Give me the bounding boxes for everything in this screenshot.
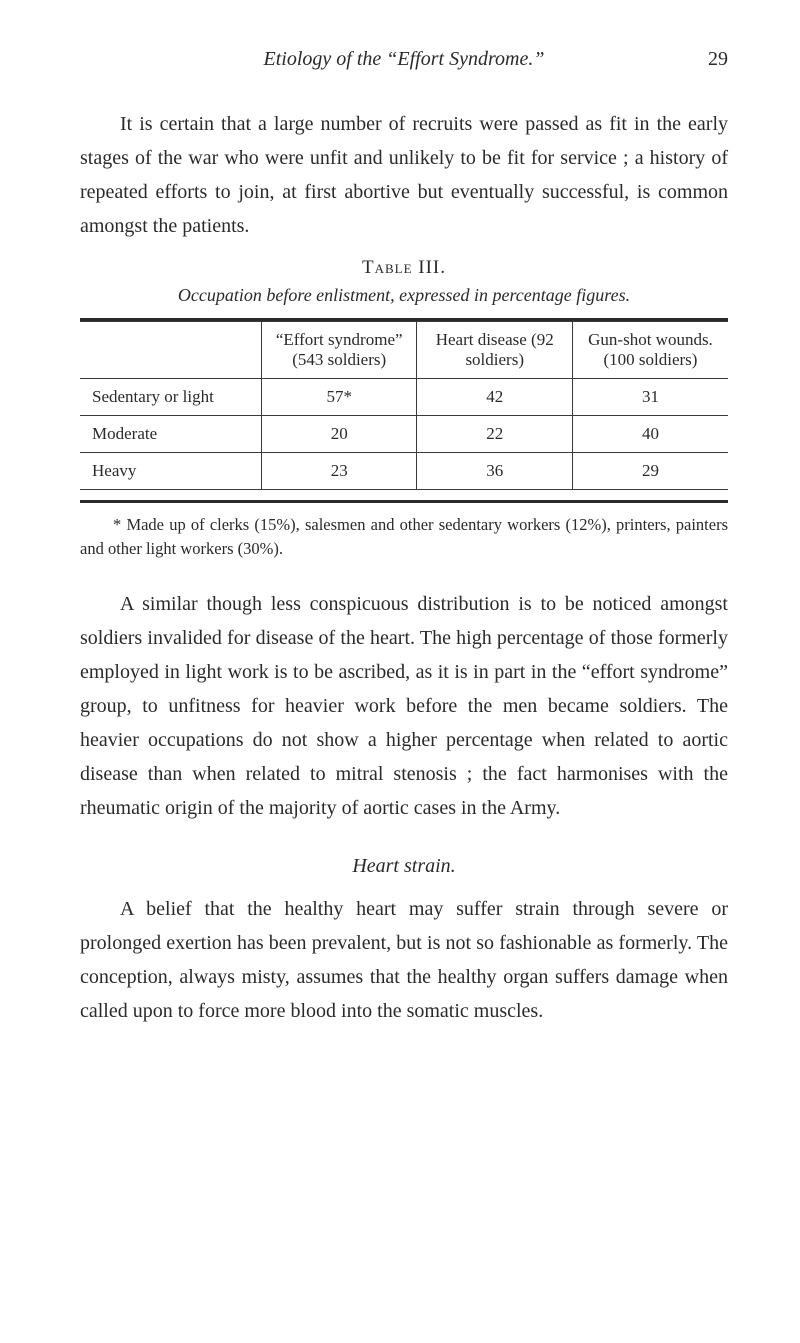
cell: 20 (261, 416, 417, 453)
cell: 42 (417, 379, 573, 416)
cell: 29 (572, 453, 728, 490)
col-header-3: Gun-shot wounds. (100 soldiers) (572, 322, 728, 379)
paragraph-2: A similar though less conspicuous distri… (80, 587, 728, 825)
cell: 23 (261, 453, 417, 490)
table-row: Heavy 23 36 29 (80, 453, 728, 490)
cell: Moderate (80, 416, 261, 453)
cell: 36 (417, 453, 573, 490)
page-number: 29 (688, 48, 728, 71)
paragraph-1: It is certain that a large number of rec… (80, 107, 728, 243)
running-head: Etiology of the “Effort Syndrome.” 29 (80, 48, 728, 71)
paragraph-3: A belief that the healthy heart may suff… (80, 892, 728, 1028)
table-row: Sedentary or light 57* 42 31 (80, 379, 728, 416)
cell: Heavy (80, 453, 261, 490)
table-footnote: * Made up of clerks (15%), salesmen and … (80, 513, 728, 561)
table-label: Table III. (80, 257, 728, 279)
cell: 57* (261, 379, 417, 416)
section-heading-heart-strain: Heart strain. (80, 855, 728, 878)
running-title: Etiology of the “Effort Syndrome.” (80, 48, 688, 71)
table-row: Moderate 20 22 40 (80, 416, 728, 453)
occupation-table: “Effort syndrome” (543 soldiers) Heart d… (80, 321, 728, 490)
col-header-0 (80, 322, 261, 379)
table-bottom-rule (80, 500, 728, 503)
cell: 40 (572, 416, 728, 453)
col-header-1: “Effort syndrome” (543 soldiers) (261, 322, 417, 379)
cell: Sedentary or light (80, 379, 261, 416)
table-header-row: “Effort syndrome” (543 soldiers) Heart d… (80, 322, 728, 379)
cell: 31 (572, 379, 728, 416)
cell: 22 (417, 416, 573, 453)
table-caption: Occupation before enlistment, expressed … (80, 285, 728, 306)
col-header-2: Heart disease (92 soldiers) (417, 322, 573, 379)
